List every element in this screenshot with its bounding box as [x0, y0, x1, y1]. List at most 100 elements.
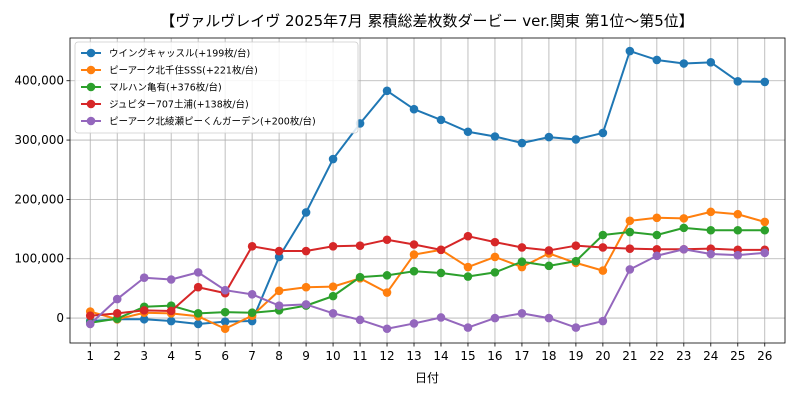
x-tick-label: 2: [113, 349, 121, 363]
data-point: [112, 309, 122, 318]
data-point: [517, 309, 527, 318]
data-point: [760, 248, 770, 258]
series-lines: [85, 46, 770, 334]
data-point: [436, 115, 446, 125]
series-line: [89, 210, 766, 330]
data-point: [247, 290, 257, 299]
x-tick-label: 3: [140, 349, 148, 363]
x-tick-label: 19: [568, 349, 583, 363]
x-tick-label: 14: [433, 349, 448, 363]
data-point: [571, 323, 581, 332]
data-point: [301, 282, 311, 292]
legend-marker: [86, 48, 96, 58]
data-point: [598, 266, 608, 275]
data-point: [598, 316, 608, 326]
x-tick-label: 9: [302, 349, 310, 363]
data-point: [328, 282, 338, 291]
x-tick-label: 17: [514, 349, 529, 363]
legend: ウイングキャッスル(+199枚/台) ピーアーク北千住SSS(+221枚/台) マル…: [74, 41, 359, 134]
data-point: [490, 268, 500, 277]
data-point: [193, 268, 203, 277]
data-point: [274, 286, 284, 296]
legend-marker: [86, 116, 96, 126]
data-point: [409, 319, 419, 328]
series-line: [90, 235, 765, 317]
data-point: [382, 235, 392, 245]
data-point: [220, 285, 230, 295]
data-point: [139, 314, 149, 324]
data-point: [760, 225, 770, 235]
data-point: [679, 244, 689, 254]
data-point: [625, 227, 635, 237]
data-point: [517, 243, 527, 252]
data-point: [274, 301, 284, 310]
data-point: [409, 240, 419, 249]
x-tick-label: 10: [325, 349, 340, 363]
data-point: [85, 319, 95, 329]
x-tick-label: 6: [221, 349, 229, 363]
data-point: [463, 231, 473, 241]
x-tick-label: 26: [757, 349, 772, 363]
legend-label: ピーアーク北綾瀬ピーくんガーデン(+200枚/台): [109, 116, 316, 128]
series-line: [90, 50, 765, 326]
x-tick-label: 22: [649, 349, 664, 363]
legend-item: ピーアーク北千住SSS(+221枚/台): [81, 65, 258, 77]
data-point: [247, 241, 257, 251]
data-point: [193, 309, 203, 318]
data-point: [220, 324, 230, 334]
data-point: [679, 59, 689, 68]
data-point: [652, 251, 662, 261]
legend-item: マルハン亀有(+376枚/台): [81, 82, 222, 94]
legend-box: [74, 41, 359, 134]
data-point: [679, 214, 689, 223]
data-point: [355, 315, 365, 325]
x-tick-label: 15: [460, 349, 475, 363]
series-line: [89, 248, 765, 330]
y-tick-label: 300,000: [14, 133, 64, 147]
plot-frame: [69, 37, 786, 344]
data-point: [220, 307, 230, 317]
legend-marker: [86, 99, 96, 109]
x-tick-label: 20: [595, 349, 610, 363]
data-point: [652, 244, 662, 254]
data-point: [355, 272, 365, 282]
x-tick-label: 18: [541, 349, 556, 363]
legend-label: ジュピター707土浦(+138枚/台): [109, 99, 249, 111]
data-point: [247, 308, 257, 318]
x-tick-label: 25: [730, 349, 745, 363]
data-point: [409, 250, 419, 259]
data-point: [598, 128, 608, 138]
data-point: [328, 241, 338, 251]
data-point: [598, 243, 608, 252]
legend-label: ウイングキャッスル(+199枚/台): [109, 48, 250, 60]
series-5: [85, 244, 770, 334]
data-point: [463, 272, 473, 281]
data-point: [274, 246, 284, 256]
data-point: [544, 313, 554, 323]
legend-label: マルハン亀有(+376枚/台): [109, 82, 222, 94]
x-tick-label: 21: [622, 349, 637, 363]
y-tick-label: 0: [56, 311, 64, 325]
data-point: [490, 132, 500, 141]
data-point: [571, 135, 581, 144]
data-point: [85, 311, 95, 321]
data-point: [760, 77, 770, 87]
data-point: [328, 291, 338, 301]
axis-ticks: 1 2 3 4 5 6 7 8 9 10 11 12 13 14 15 16 17 18 19 20 21 22 23 24 2…: [14, 74, 772, 363]
x-tick-label: 5: [194, 349, 202, 363]
data-point: [166, 306, 176, 316]
legend-item: ジュピター707土浦(+138枚/台): [81, 99, 249, 111]
data-point: [382, 288, 392, 297]
data-point: [652, 55, 662, 65]
data-point: [382, 271, 392, 280]
data-point: [436, 313, 446, 322]
data-point: [355, 241, 365, 250]
data-point: [301, 208, 311, 217]
chart-title: 【ヴァルヴレイヴ 2025年7月 累積総差枚数ダービー ver.関東 第1位～第…: [160, 12, 694, 30]
data-point: [436, 268, 446, 278]
data-point: [706, 207, 716, 217]
x-tick-label: 12: [379, 349, 394, 363]
data-point: [166, 316, 176, 326]
data-point: [544, 132, 554, 142]
